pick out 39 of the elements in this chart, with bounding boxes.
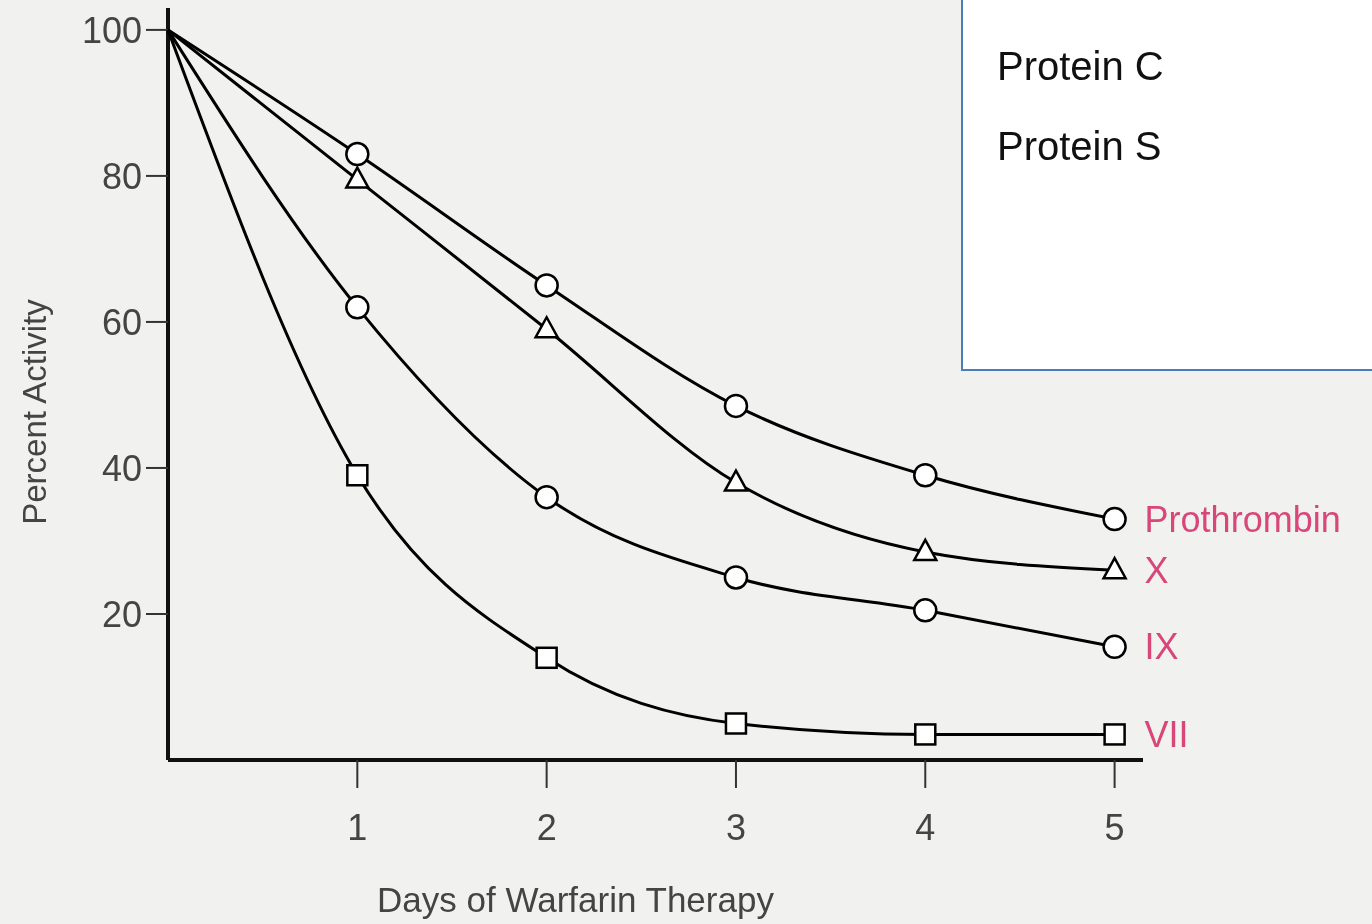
text-box: Protein C Protein S xyxy=(961,0,1372,371)
y-tick-label: 80 xyxy=(101,155,142,197)
y-tick-label: 100 xyxy=(81,9,142,51)
x-axis-title: Days of Warfarin Therapy xyxy=(377,880,775,919)
point xyxy=(913,598,938,623)
point xyxy=(345,295,370,320)
point xyxy=(1102,506,1127,532)
point xyxy=(1102,556,1127,580)
annotation: Protein S xyxy=(997,124,1162,168)
series-label: Prothrombin xyxy=(1144,498,1341,540)
point xyxy=(913,463,938,488)
x-tick-label: 4 xyxy=(915,807,936,848)
series-label: X xyxy=(1144,549,1169,591)
point xyxy=(535,646,558,670)
point xyxy=(534,315,559,339)
point xyxy=(724,712,748,735)
y-tick-label: 60 xyxy=(101,301,142,343)
point xyxy=(723,469,749,492)
annotation: Protein C xyxy=(997,44,1164,88)
x-tick-label: 3 xyxy=(725,807,746,848)
y-tick-label: 20 xyxy=(101,593,142,635)
point xyxy=(1103,723,1126,746)
y-tick-label: 40 xyxy=(101,447,142,489)
point xyxy=(346,464,369,487)
series-label: IX xyxy=(1144,626,1179,668)
series-label: VII xyxy=(1144,714,1189,756)
x-tick-label: 1 xyxy=(347,807,368,848)
point xyxy=(723,565,749,590)
point xyxy=(913,538,938,562)
point xyxy=(723,393,749,419)
y-axis-title: Percent Activity xyxy=(16,298,53,525)
point xyxy=(534,484,559,510)
x-tick-label: 5 xyxy=(1104,807,1125,848)
point xyxy=(914,723,937,746)
point xyxy=(345,141,370,167)
x-tick-label: 2 xyxy=(536,807,557,848)
point xyxy=(1102,634,1127,660)
point xyxy=(345,166,370,189)
point xyxy=(534,273,559,298)
